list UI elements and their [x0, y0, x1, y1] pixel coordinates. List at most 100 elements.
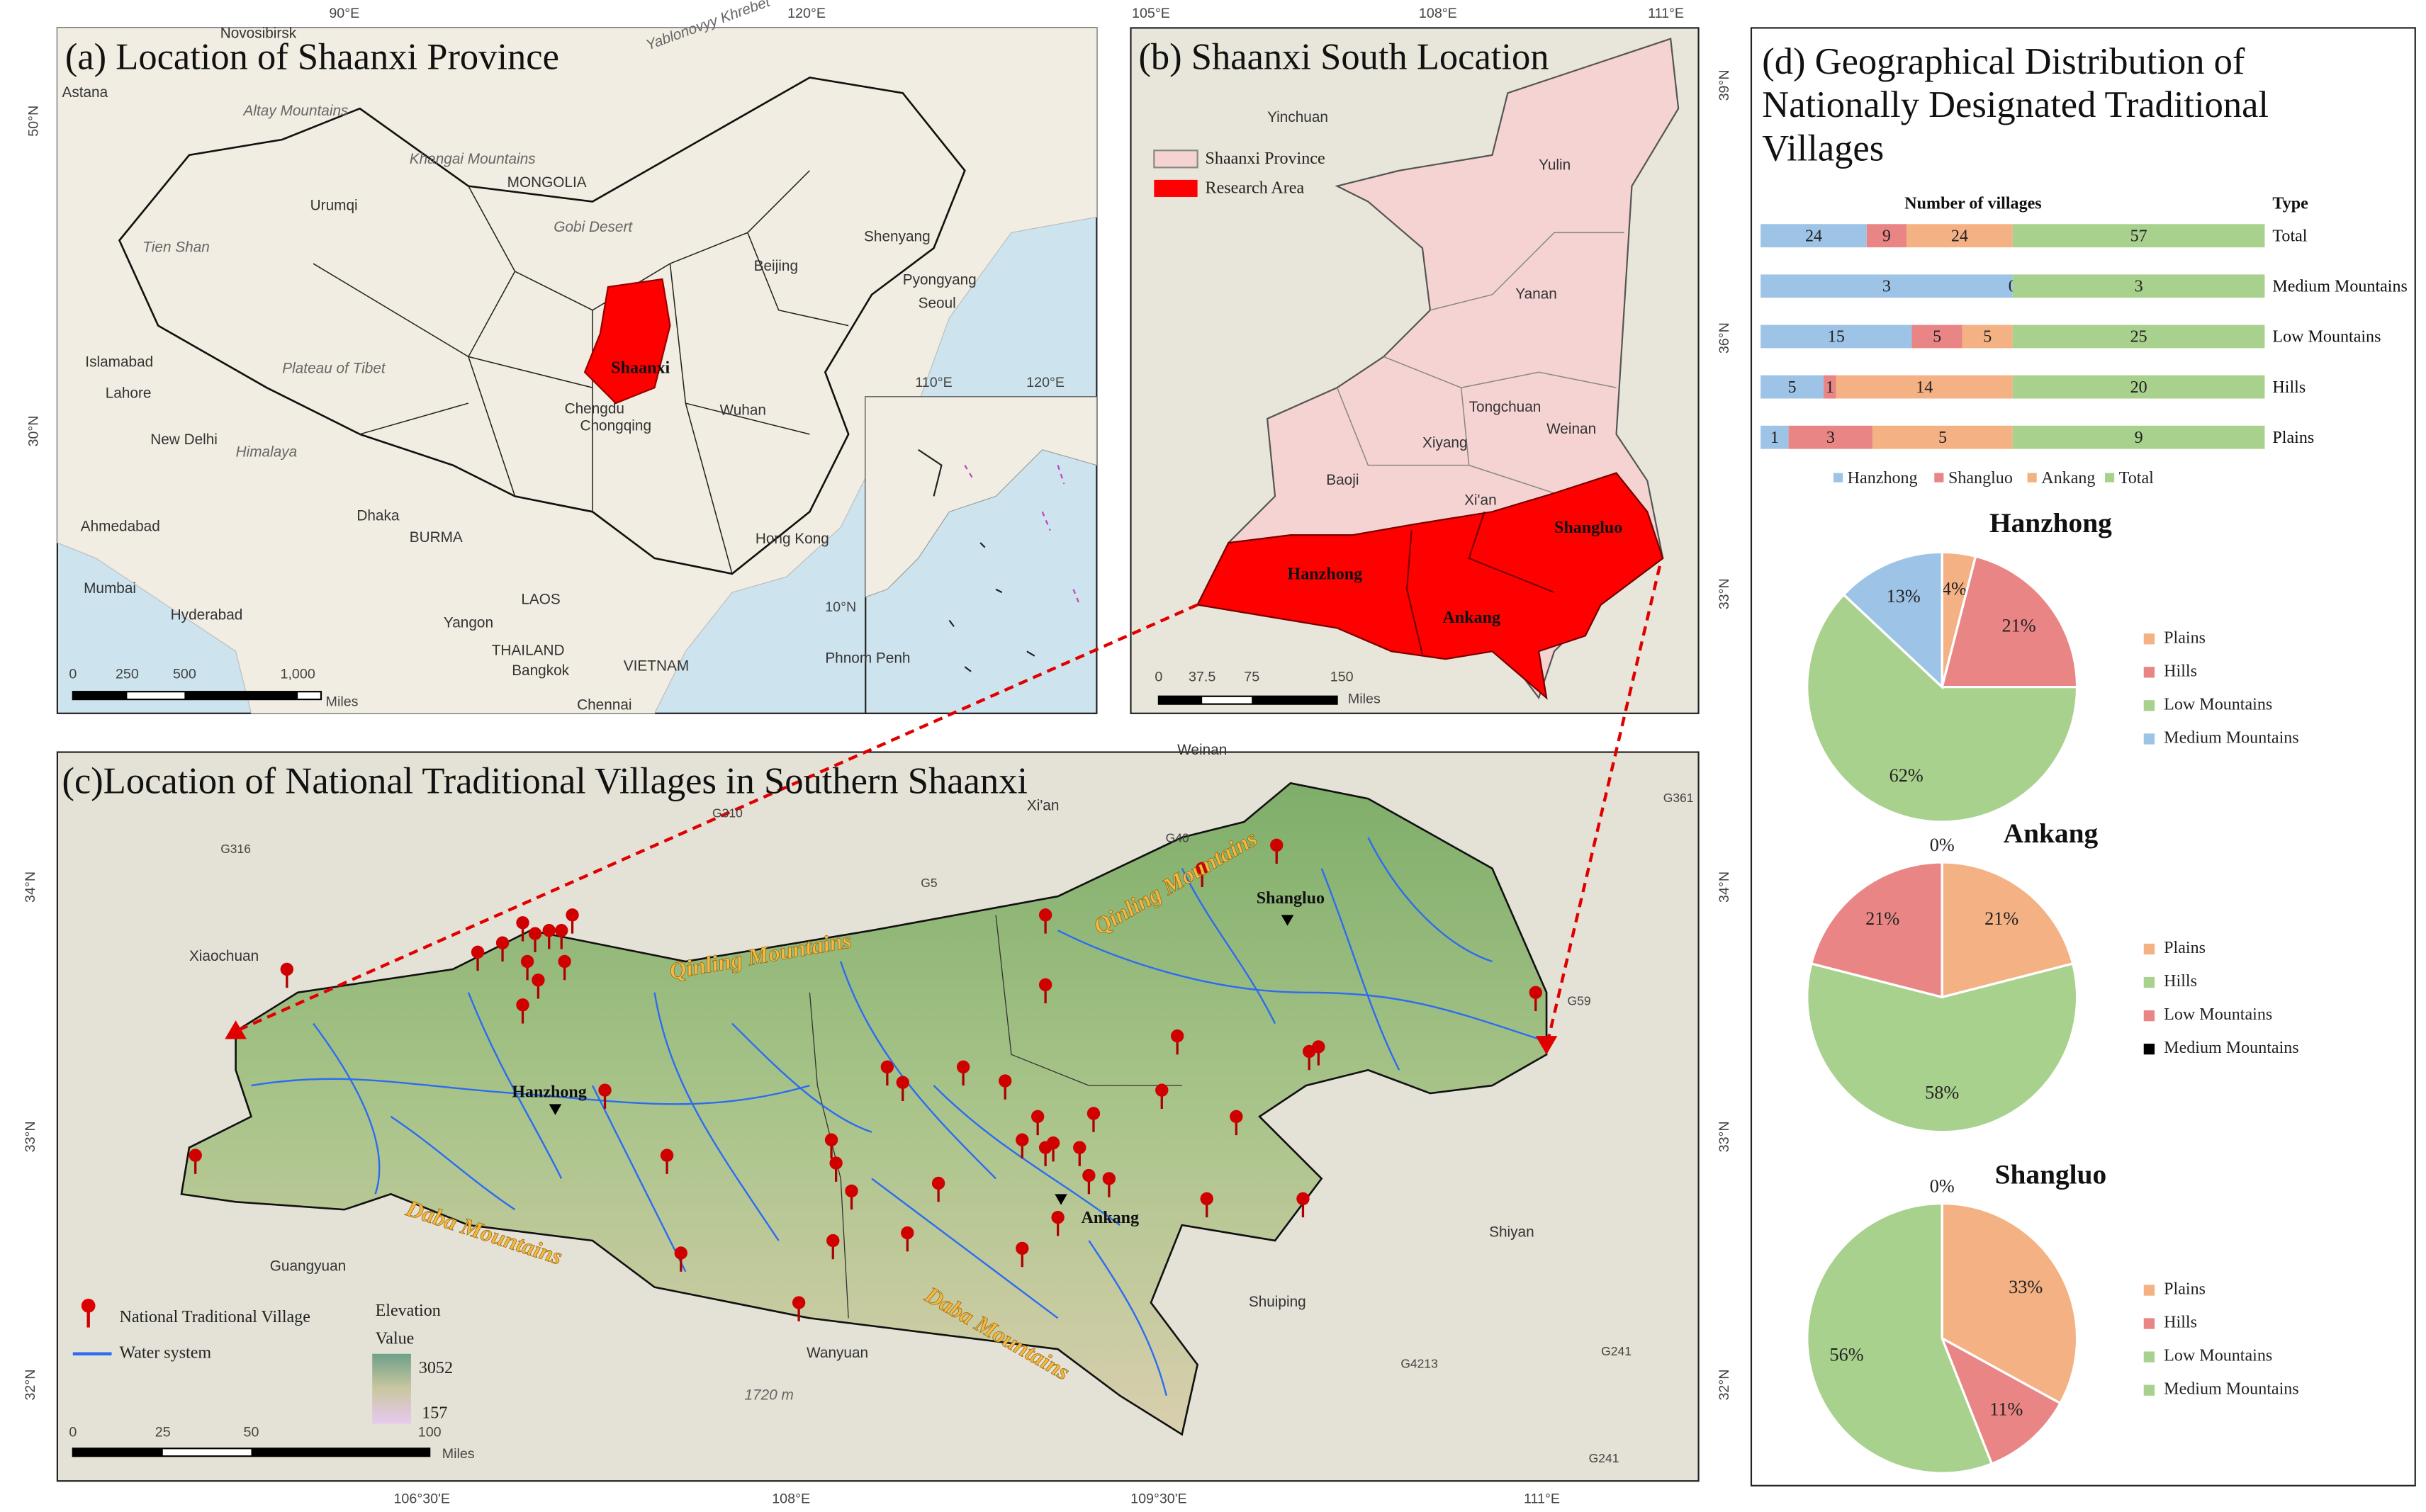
village-pin: [845, 1184, 858, 1198]
legend-swatch: [1153, 149, 1198, 169]
bar-segment: [1836, 375, 2013, 399]
lon-tick: 111°E: [1648, 6, 1684, 21]
bar-segment: [2012, 325, 2265, 349]
legend-label: Plains: [2164, 1280, 2206, 1299]
scale-label: 50: [244, 1425, 259, 1440]
village-pin: [1082, 1168, 1096, 1183]
village-pin: [520, 954, 534, 969]
research-borders: [1405, 511, 1555, 655]
map-label: Chengdu: [565, 400, 624, 417]
map-label: 1720 m: [745, 1387, 794, 1403]
data-label: 21%: [1865, 908, 1899, 929]
road-label: G241: [1601, 1344, 1632, 1358]
bar-segment: [1866, 224, 1907, 248]
village-pin: [1155, 1083, 1169, 1097]
river: [1088, 1240, 1168, 1397]
village-pin: [826, 1234, 840, 1248]
category-title: Type: [2272, 194, 2308, 213]
scale-unit: Miles: [326, 694, 359, 710]
scale-label: 100: [418, 1425, 442, 1440]
lat-tick: 33°N: [1717, 578, 1732, 609]
legend-label: Medium Mountains: [2164, 1380, 2299, 1399]
village-pin: [516, 916, 529, 930]
bar-segment: [2012, 375, 2265, 399]
legend-swatch: [2143, 1044, 2155, 1055]
scale-label: 75: [1244, 670, 1259, 685]
scale-bar-seg: [1158, 696, 1203, 704]
bar-segment: [1788, 425, 1873, 449]
scale-bar-seg: [1252, 696, 1337, 704]
county-borders: [809, 915, 1182, 1319]
village-pin: [495, 936, 510, 949]
legend-label: Low Mountains: [2164, 1347, 2272, 1365]
map-label: Weinan: [1546, 421, 1596, 437]
village-pin: [532, 974, 545, 987]
map-label: VIETNAM: [624, 658, 689, 675]
scale-label: 250: [116, 666, 139, 682]
legend-label: Shangluo: [1948, 469, 2013, 487]
bar-segment: [1760, 274, 2013, 298]
river: [467, 992, 563, 1179]
scale-bar-seg: [251, 1448, 430, 1457]
scale-label: 500: [173, 666, 196, 682]
data-label: 3: [1882, 278, 1891, 296]
village-pin: [542, 924, 556, 937]
map-label: MONGOLIA: [507, 174, 587, 191]
map-label: Plateau of Tibet: [282, 360, 386, 376]
road-label: G5: [921, 876, 937, 890]
bar-segment: [1962, 325, 2013, 349]
village-pin: [1529, 986, 1542, 999]
villages: [189, 838, 1542, 1321]
legend-label: Ankang: [2041, 469, 2095, 487]
road-label: G59: [1567, 994, 1590, 1008]
data-label: 24: [1805, 227, 1822, 245]
legend-title: Elevation: [376, 1302, 441, 1320]
scale-bar-seg: [184, 692, 298, 700]
village-pin: [555, 924, 568, 937]
pie-slice: [1941, 861, 2074, 999]
lon-tick: 120°E: [1026, 375, 1065, 390]
lon-tick: 108°E: [772, 1491, 810, 1507]
river: [1367, 837, 1493, 963]
city-label: Ankang: [1081, 1209, 1139, 1227]
pie-title: Shangluo: [1995, 1158, 2107, 1190]
legend-label: Hills: [2164, 662, 2197, 680]
legend-label: Plains: [2164, 628, 2206, 647]
legend-swatch: [2143, 633, 2155, 645]
data-label: 62%: [1889, 765, 1924, 786]
panel-title: (b) Shaanxi South Location: [1138, 36, 1549, 77]
map-label: Altay Mountains: [242, 103, 349, 119]
legend-value: 3052: [419, 1359, 453, 1377]
river: [1057, 930, 1539, 1040]
data-label: 1: [1770, 429, 1779, 447]
water-system: [251, 837, 1539, 1397]
bar-segment: [1906, 224, 2013, 248]
study-area: [180, 782, 1548, 1436]
road-label: G241: [1589, 1451, 1619, 1465]
village-pin: [1312, 1040, 1325, 1054]
data-label: 21%: [2001, 616, 2035, 636]
lon-tick: 109°30'E: [1130, 1491, 1187, 1507]
bar-segment: [1760, 425, 1789, 449]
river: [1181, 868, 1276, 1025]
legend-label: Hills: [2164, 1314, 2197, 1332]
category-label: Total: [2272, 227, 2307, 245]
category-label: Hills: [2272, 378, 2306, 397]
legend-swatch: [2143, 1285, 2155, 1296]
map-label: Urumqi: [310, 198, 358, 214]
map-label: Shiyan: [1489, 1224, 1534, 1241]
village-pin: [674, 1246, 687, 1260]
bar-segment: [1911, 325, 1962, 349]
lon-tick: 105°E: [1132, 6, 1170, 21]
map-label: Shaanxi: [611, 359, 670, 377]
city-label: Shangluo: [1257, 889, 1325, 908]
village-pin: [598, 1083, 612, 1097]
bar-segment: [1760, 325, 1912, 349]
elevation-ramp: [372, 1353, 411, 1424]
village-pin: [566, 908, 579, 922]
lat-tick: 32°N: [1717, 1370, 1732, 1401]
lat-tick: 34°N: [23, 871, 38, 903]
map-label: Guangyuan: [270, 1258, 346, 1275]
village-pin: [558, 954, 571, 969]
